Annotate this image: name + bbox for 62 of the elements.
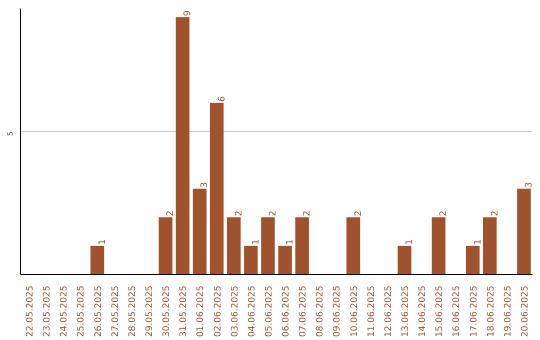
bar bbox=[261, 217, 275, 274]
data-label: 9 bbox=[183, 10, 194, 16]
x-tick-label: 07.06.2025 bbox=[298, 286, 309, 338]
x-tick-label: 20.06.2025 bbox=[520, 286, 530, 338]
data-label: 1 bbox=[98, 239, 108, 245]
data-label: 3 bbox=[524, 182, 534, 188]
bar bbox=[346, 217, 360, 274]
data-label: 1 bbox=[405, 239, 415, 245]
bar bbox=[466, 246, 480, 274]
x-tick-label: 06.06.2025 bbox=[282, 286, 292, 338]
x-tick-label: 22.05.2025 bbox=[26, 286, 36, 338]
x-tick-label: 23.05.2025 bbox=[42, 286, 53, 338]
bar bbox=[295, 217, 309, 274]
bar bbox=[517, 188, 531, 274]
bar bbox=[278, 246, 292, 274]
x-tick-label: 26.05.2025 bbox=[94, 286, 104, 338]
x-tick-label: 28.05.2025 bbox=[128, 286, 138, 338]
x-tick-label: 18.06.2025 bbox=[486, 286, 496, 338]
x-tick-label: 03.06.2025 bbox=[230, 286, 240, 338]
x-tick-label: 02.06.2025 bbox=[213, 286, 224, 338]
bar bbox=[432, 217, 446, 274]
x-tick-label: 11.06.2025 bbox=[366, 286, 377, 338]
bar bbox=[398, 246, 412, 274]
data-label: 2 bbox=[354, 210, 364, 216]
data-label: 2 bbox=[234, 210, 244, 216]
x-tick-label: 04.06.2025 bbox=[247, 286, 258, 338]
data-label: 1 bbox=[473, 239, 484, 245]
x-tick-label: 10.06.2025 bbox=[350, 286, 360, 338]
x-tick-label: 29.05.2025 bbox=[145, 286, 155, 338]
x-tick-label: 05.06.2025 bbox=[264, 286, 274, 338]
data-label: 1 bbox=[286, 239, 296, 245]
data-label: 1 bbox=[251, 239, 262, 245]
x-tick-label: 31.05.2025 bbox=[179, 286, 190, 338]
x-tick-label: 17.06.2025 bbox=[469, 286, 480, 338]
x-tick-label: 13.06.2025 bbox=[401, 286, 411, 338]
data-label: 2 bbox=[490, 210, 500, 216]
bar bbox=[210, 102, 224, 274]
data-label: 3 bbox=[200, 182, 210, 188]
x-tick-label: 16.06.2025 bbox=[452, 286, 462, 338]
data-label: 2 bbox=[268, 210, 278, 216]
x-tick-label: 01.06.2025 bbox=[196, 286, 206, 338]
x-tick-label: 25.05.2025 bbox=[76, 286, 87, 338]
bar bbox=[176, 17, 190, 274]
x-tick-label: 15.06.2025 bbox=[435, 286, 446, 338]
data-label: 2 bbox=[302, 210, 313, 216]
bar bbox=[227, 217, 241, 274]
x-tick-label: 12.06.2025 bbox=[384, 286, 394, 338]
x-tick-label: 08.06.2025 bbox=[316, 286, 326, 338]
data-label: 6 bbox=[217, 96, 228, 102]
bar bbox=[192, 188, 207, 274]
bar bbox=[244, 246, 258, 274]
x-tick-label: 24.05.2025 bbox=[60, 286, 70, 338]
bar bbox=[483, 217, 497, 274]
bar bbox=[158, 217, 172, 274]
data-label: 2 bbox=[439, 210, 450, 216]
x-tick-label: 30.05.2025 bbox=[162, 286, 172, 338]
x-tick-label: 27.05.2025 bbox=[110, 286, 121, 338]
x-tick-label: 14.06.2025 bbox=[418, 286, 428, 338]
bar bbox=[90, 246, 104, 274]
x-tick-label: 19.06.2025 bbox=[503, 286, 514, 338]
data-label: 2 bbox=[166, 210, 176, 216]
x-tick-label: 09.06.2025 bbox=[332, 286, 343, 338]
